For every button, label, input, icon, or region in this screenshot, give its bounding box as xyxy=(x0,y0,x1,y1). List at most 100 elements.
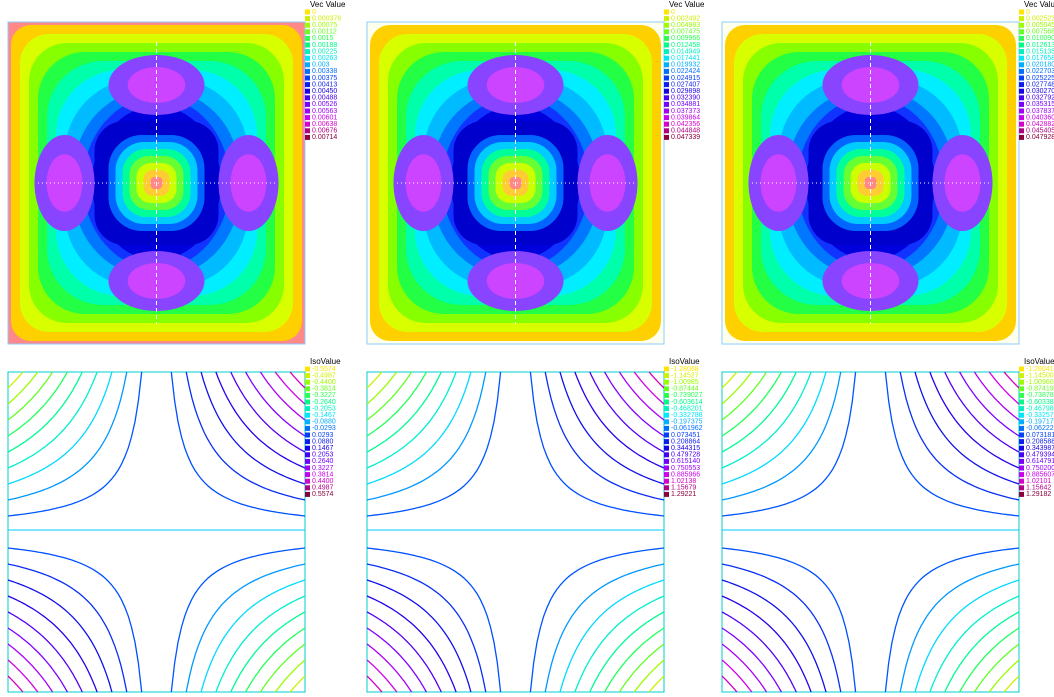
legend-swatch xyxy=(1019,406,1024,411)
legend-swatch xyxy=(664,433,669,438)
legend-swatch xyxy=(305,367,310,372)
legend-swatch xyxy=(664,446,669,451)
legend-swatch xyxy=(664,485,669,490)
legend-swatch xyxy=(664,82,669,87)
legend-swatch xyxy=(1019,452,1024,457)
legend-swatch xyxy=(305,102,310,107)
legend-swatch xyxy=(305,16,310,21)
legend-swatch xyxy=(1019,393,1024,398)
legend-swatch xyxy=(664,380,669,385)
legend-value: 0.047339 xyxy=(671,134,700,141)
legend-swatch xyxy=(305,472,310,477)
legend-swatch xyxy=(305,492,310,497)
legend-swatch xyxy=(305,373,310,378)
legend-swatch xyxy=(664,479,669,484)
legend-swatch xyxy=(305,36,310,41)
legend-swatch xyxy=(1019,479,1024,484)
legend-swatch xyxy=(1019,433,1024,438)
field-lobe xyxy=(945,154,981,212)
legend-title: Vec Value xyxy=(1024,0,1054,9)
legend-swatch xyxy=(664,115,669,120)
legend-swatch xyxy=(305,109,310,114)
legend-swatch xyxy=(664,419,669,424)
legend-swatch xyxy=(1019,135,1024,140)
legend-swatch xyxy=(1019,459,1024,464)
legend-swatch xyxy=(1019,115,1024,120)
legend-swatch xyxy=(305,413,310,418)
legend-swatch xyxy=(1019,400,1024,405)
legend-swatch xyxy=(1019,29,1024,34)
legend-swatch xyxy=(305,76,310,81)
legend-value: 0.047928 xyxy=(1026,134,1054,141)
legend-swatch xyxy=(305,56,310,61)
legend-swatch xyxy=(664,459,669,464)
legend-swatch xyxy=(1019,102,1024,107)
legend-swatch xyxy=(305,10,310,15)
legend-swatch xyxy=(305,29,310,34)
legend-swatch xyxy=(1019,472,1024,477)
legend-swatch xyxy=(664,492,669,497)
legend-swatch xyxy=(664,386,669,391)
legend-swatch xyxy=(1019,69,1024,74)
legend-swatch xyxy=(664,400,669,405)
legend-swatch xyxy=(305,393,310,398)
legend-title: Vec Value xyxy=(669,0,705,9)
legend-swatch xyxy=(1019,446,1024,451)
legend-value: 0.5574 xyxy=(312,491,334,498)
legend-swatch xyxy=(305,23,310,28)
legend-swatch xyxy=(664,69,669,74)
legend-swatch xyxy=(1019,413,1024,418)
legend-swatch xyxy=(664,439,669,444)
legend-swatch xyxy=(305,466,310,471)
legend-swatch xyxy=(1019,466,1024,471)
legend-swatch xyxy=(664,23,669,28)
legend-swatch xyxy=(1019,492,1024,497)
legend-swatch xyxy=(305,400,310,405)
legend-swatch xyxy=(1019,367,1024,372)
legend-swatch xyxy=(664,49,669,54)
legend-swatch xyxy=(1019,439,1024,444)
legend-value: 1.29182 xyxy=(1026,491,1051,498)
legend-swatch xyxy=(1019,485,1024,490)
legend-swatch xyxy=(305,446,310,451)
legend-swatch xyxy=(664,426,669,431)
legend-swatch xyxy=(664,29,669,34)
legend-title: IsoValue xyxy=(669,357,700,366)
field-lobe xyxy=(761,154,797,212)
legend-swatch xyxy=(1019,49,1024,54)
legend-swatch xyxy=(305,479,310,484)
legend-swatch xyxy=(305,419,310,424)
legend-swatch xyxy=(1019,23,1024,28)
legend-swatch xyxy=(664,122,669,127)
vector-plot: Vec Value00.0025230.0050450.0075680.0100… xyxy=(722,0,1054,344)
legend-swatch xyxy=(1019,62,1024,67)
legend-swatch xyxy=(305,459,310,464)
plot-frame xyxy=(722,372,1019,692)
legend-swatch xyxy=(1019,16,1024,21)
legend-swatch xyxy=(305,485,310,490)
legend-swatch xyxy=(305,135,310,140)
legend-swatch xyxy=(664,393,669,398)
screenshot: Vec Value00.0003760.000750.001120.00150.… xyxy=(0,0,1054,697)
legend-swatch xyxy=(305,452,310,457)
legend-swatch xyxy=(305,62,310,67)
legend-swatch xyxy=(305,380,310,385)
legend-swatch xyxy=(1019,373,1024,378)
legend-swatch xyxy=(1019,56,1024,61)
legend-value: 1.29221 xyxy=(671,491,696,498)
legend-swatch xyxy=(664,406,669,411)
legend-swatch xyxy=(305,82,310,87)
legend-swatch xyxy=(305,433,310,438)
legend-swatch xyxy=(1019,386,1024,391)
legend-swatch xyxy=(1019,43,1024,48)
legend-swatch xyxy=(305,439,310,444)
legend-swatch xyxy=(664,95,669,100)
legend-swatch xyxy=(664,10,669,15)
plot-frame xyxy=(367,372,664,692)
legend-swatch xyxy=(305,69,310,74)
legend-swatch xyxy=(305,49,310,54)
field-lobe xyxy=(590,154,626,212)
legend-swatch xyxy=(305,43,310,48)
iso-plot: IsoValue-0.5574-0.4987-0.4400-0.3814-0.3… xyxy=(8,357,341,692)
legend-swatch xyxy=(664,43,669,48)
